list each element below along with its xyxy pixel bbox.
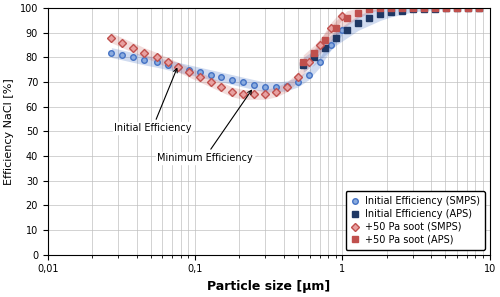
+50 Pa soot (APS) [465, 6, 471, 10]
Initial Efficiency (SMPS) [240, 80, 246, 84]
+50 Pa soot (SMPS) [251, 93, 257, 96]
+50 Pa soot (SMPS) [295, 75, 301, 79]
Initial Efficiency (APS) [421, 7, 427, 11]
Initial Efficiency (SMPS) [108, 51, 114, 54]
Initial Efficiency (SMPS) [218, 75, 224, 79]
Initial Efficiency (SMPS) [208, 73, 214, 76]
+50 Pa soot (SMPS) [338, 14, 344, 17]
+50 Pa soot (SMPS) [316, 43, 322, 47]
+50 Pa soot (SMPS) [208, 80, 214, 84]
Line: +50 Pa soot (APS): +50 Pa soot (APS) [300, 5, 482, 65]
Initial Efficiency (SMPS) [316, 61, 322, 64]
+50 Pa soot (SMPS) [273, 90, 279, 94]
+50 Pa soot (SMPS) [186, 70, 192, 74]
Initial Efficiency (APS) [410, 8, 416, 11]
+50 Pa soot (SMPS) [306, 61, 312, 64]
+50 Pa soot (SMPS) [328, 26, 334, 30]
+50 Pa soot (APS) [377, 6, 383, 10]
Initial Efficiency (APS) [322, 46, 328, 49]
+50 Pa soot (SMPS) [164, 61, 170, 64]
+50 Pa soot (APS) [399, 6, 405, 10]
+50 Pa soot (APS) [443, 6, 449, 10]
+50 Pa soot (SMPS) [284, 85, 290, 89]
Text: Initial Efficiency: Initial Efficiency [114, 69, 191, 133]
+50 Pa soot (SMPS) [240, 93, 246, 96]
Initial Efficiency (APS) [344, 29, 350, 32]
Initial Efficiency (SMPS) [176, 66, 182, 69]
Initial Efficiency (APS) [454, 6, 460, 10]
Legend: Initial Efficiency (SMPS), Initial Efficiency (APS), +50 Pa soot (SMPS), +50 Pa : Initial Efficiency (SMPS), Initial Effic… [346, 191, 485, 250]
+50 Pa soot (APS) [300, 61, 306, 64]
+50 Pa soot (APS) [322, 38, 328, 42]
Text: Minimum Efficiency: Minimum Efficiency [157, 90, 252, 163]
+50 Pa soot (APS) [421, 6, 427, 10]
Line: Initial Efficiency (APS): Initial Efficiency (APS) [300, 5, 482, 68]
+50 Pa soot (APS) [366, 8, 372, 11]
+50 Pa soot (SMPS) [130, 46, 136, 49]
Initial Efficiency (SMPS) [273, 85, 279, 89]
+50 Pa soot (SMPS) [218, 85, 224, 89]
Initial Efficiency (SMPS) [119, 53, 125, 57]
Initial Efficiency (APS) [399, 9, 405, 12]
Initial Efficiency (SMPS) [251, 83, 257, 86]
Initial Efficiency (SMPS) [328, 43, 334, 47]
Initial Efficiency (APS) [312, 56, 318, 59]
Initial Efficiency (APS) [443, 7, 449, 10]
Y-axis label: Efficiency NaCl [%]: Efficiency NaCl [%] [4, 78, 14, 185]
Initial Efficiency (SMPS) [164, 63, 170, 67]
Line: Initial Efficiency (SMPS): Initial Efficiency (SMPS) [108, 28, 344, 90]
X-axis label: Particle size [μm]: Particle size [μm] [207, 280, 330, 293]
Initial Efficiency (APS) [465, 6, 471, 10]
+50 Pa soot (SMPS) [108, 36, 114, 40]
Initial Efficiency (SMPS) [197, 70, 203, 74]
Initial Efficiency (SMPS) [130, 56, 136, 59]
+50 Pa soot (SMPS) [197, 75, 203, 79]
Initial Efficiency (SMPS) [295, 80, 301, 84]
+50 Pa soot (SMPS) [141, 51, 147, 54]
+50 Pa soot (APS) [388, 6, 394, 10]
Initial Efficiency (APS) [366, 16, 372, 20]
Line: +50 Pa soot (SMPS): +50 Pa soot (SMPS) [108, 13, 344, 97]
Initial Efficiency (SMPS) [338, 29, 344, 32]
+50 Pa soot (APS) [333, 26, 339, 30]
+50 Pa soot (SMPS) [230, 90, 235, 94]
+50 Pa soot (APS) [312, 51, 318, 54]
Initial Efficiency (SMPS) [186, 68, 192, 72]
+50 Pa soot (SMPS) [262, 93, 268, 96]
+50 Pa soot (SMPS) [119, 41, 125, 45]
Initial Efficiency (APS) [355, 21, 361, 25]
Initial Efficiency (SMPS) [306, 73, 312, 76]
+50 Pa soot (APS) [344, 16, 350, 20]
Initial Efficiency (APS) [300, 63, 306, 67]
+50 Pa soot (APS) [432, 6, 438, 10]
Initial Efficiency (APS) [388, 10, 394, 14]
Initial Efficiency (APS) [476, 6, 482, 10]
Initial Efficiency (SMPS) [141, 58, 147, 62]
+50 Pa soot (SMPS) [154, 56, 160, 59]
+50 Pa soot (APS) [410, 6, 416, 10]
Initial Efficiency (SMPS) [262, 85, 268, 89]
Initial Efficiency (SMPS) [154, 61, 160, 64]
Initial Efficiency (APS) [377, 12, 383, 16]
Initial Efficiency (SMPS) [284, 84, 290, 88]
+50 Pa soot (APS) [454, 6, 460, 10]
Initial Efficiency (APS) [333, 36, 339, 40]
Initial Efficiency (APS) [432, 7, 438, 10]
Initial Efficiency (SMPS) [230, 78, 235, 81]
+50 Pa soot (APS) [355, 11, 361, 15]
+50 Pa soot (SMPS) [176, 66, 182, 69]
+50 Pa soot (APS) [476, 6, 482, 10]
